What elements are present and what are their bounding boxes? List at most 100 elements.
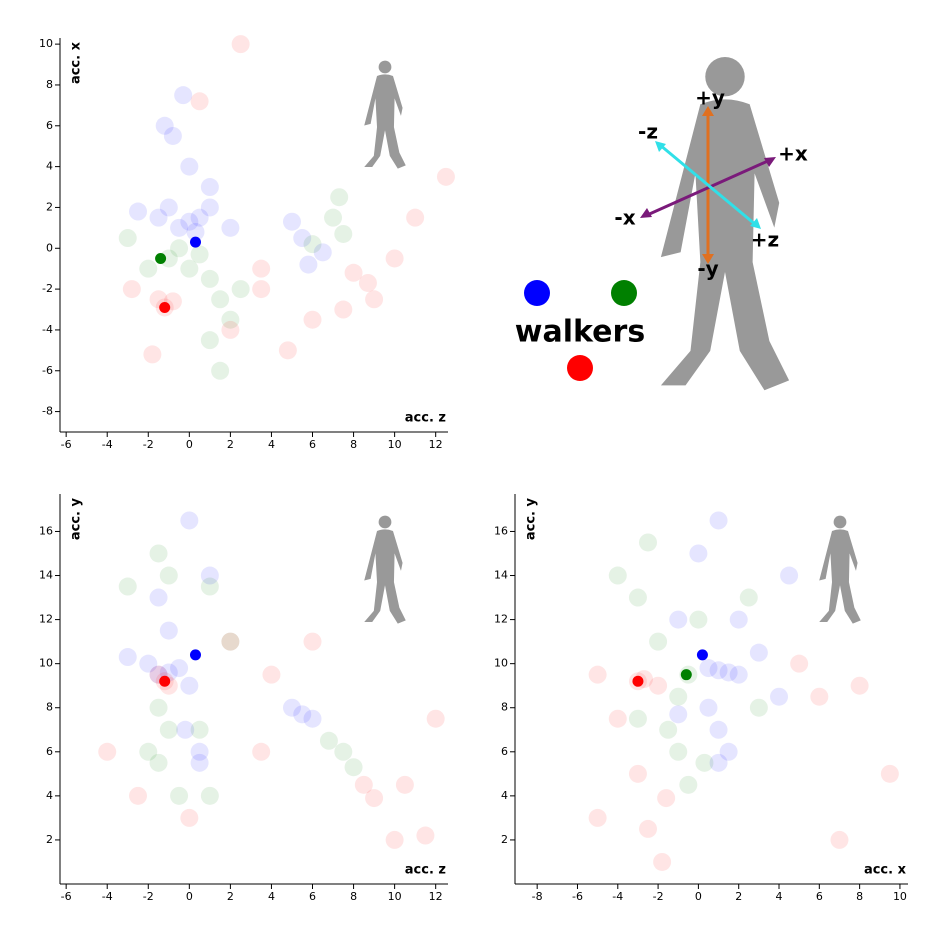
- x-tick-label: -4: [102, 890, 113, 903]
- diagram: +y -y +x -x -z +z walkers: [515, 56, 808, 391]
- point: [221, 310, 240, 329]
- point: [709, 753, 728, 772]
- y-axis-label: acc. y: [69, 497, 84, 540]
- point: [770, 687, 789, 706]
- point: [200, 786, 219, 805]
- x-axis-label: acc. x: [864, 863, 907, 878]
- point: [163, 126, 182, 145]
- point: [303, 235, 322, 254]
- point: [709, 661, 728, 680]
- point: [699, 659, 718, 678]
- y-tick-label: 2: [501, 833, 508, 846]
- point: [149, 588, 168, 607]
- point: [143, 345, 162, 364]
- x-tick-label: 0: [186, 438, 193, 451]
- y-tick-label: 8: [46, 78, 53, 91]
- point: [699, 698, 718, 717]
- y-tick-label: 6: [46, 119, 53, 132]
- point: [282, 698, 301, 717]
- point: [649, 676, 668, 695]
- point: [790, 654, 809, 673]
- axis-label: +y: [695, 86, 725, 110]
- point: [588, 665, 607, 684]
- x-tick-label: 4: [268, 890, 275, 903]
- point: [170, 239, 189, 258]
- point: [639, 819, 658, 838]
- point: [709, 511, 728, 530]
- point: [200, 178, 219, 197]
- thumbnail: [364, 515, 406, 624]
- point: [680, 669, 692, 681]
- point: [159, 198, 178, 217]
- y-tick-label: 14: [494, 569, 508, 582]
- point: [200, 198, 219, 217]
- x-tick-label: -4: [102, 438, 113, 451]
- point: [628, 588, 647, 607]
- chart: -6 -4 -2 0 2 4 6 8 10 12 2 4 6 8 10 12 14 16 acc. z acc. y: [39, 494, 448, 903]
- point: [416, 826, 435, 845]
- y-axis-label: acc. y: [524, 497, 539, 540]
- point: [159, 720, 178, 739]
- point: [159, 249, 178, 268]
- x-tick-label: -2: [143, 438, 154, 451]
- point: [303, 632, 322, 651]
- point: [436, 167, 455, 186]
- point: [221, 632, 240, 651]
- point: [155, 116, 174, 135]
- point: [180, 676, 199, 695]
- point: [649, 632, 668, 651]
- x-tick-label: 2: [227, 438, 234, 451]
- y-tick-label: 14: [39, 569, 53, 582]
- point: [395, 775, 414, 794]
- y-tick-label: 0: [46, 241, 53, 254]
- point: [262, 665, 281, 684]
- point: [334, 300, 353, 319]
- x-tick-label: 10: [388, 438, 402, 451]
- y-tick-label: 10: [494, 657, 508, 670]
- point: [749, 643, 768, 662]
- thumbnail: [819, 515, 861, 624]
- point: [385, 830, 404, 849]
- x-tick-label: 10: [893, 890, 907, 903]
- point: [149, 753, 168, 772]
- x-tick-label: 8: [856, 890, 863, 903]
- axis-label: -z: [638, 120, 658, 144]
- point: [278, 341, 297, 360]
- point: [719, 742, 738, 761]
- point: [780, 566, 799, 585]
- point: [190, 92, 209, 111]
- point: [679, 775, 698, 794]
- point: [830, 830, 849, 849]
- x-tick-label: 2: [227, 890, 234, 903]
- x-tick-label: -6: [61, 890, 72, 903]
- y-tick-label: 2: [46, 200, 53, 213]
- point: [729, 665, 748, 684]
- point: [139, 742, 158, 761]
- point: [170, 786, 189, 805]
- x-tick-label: 4: [776, 890, 783, 903]
- legend-dot: [567, 355, 593, 381]
- x-tick-label: 6: [309, 438, 316, 451]
- point: [180, 808, 199, 827]
- point: [200, 577, 219, 596]
- point: [334, 224, 353, 243]
- y-tick-label: -4: [42, 323, 53, 336]
- point: [303, 310, 322, 329]
- point: [426, 709, 445, 728]
- point: [354, 775, 373, 794]
- point: [293, 705, 312, 724]
- axis-label: +z: [751, 228, 779, 252]
- point: [190, 720, 209, 739]
- point: [176, 720, 195, 739]
- point: [139, 654, 158, 673]
- point: [180, 511, 199, 530]
- chart: -8 -6 -4 -2 0 2 4 6 8 10 2 4 6 8 10 12 14 16 acc. x acc. y: [494, 494, 908, 903]
- legend-title: walkers: [515, 315, 645, 350]
- point: [608, 566, 627, 585]
- point: [149, 544, 168, 563]
- point: [299, 255, 318, 274]
- y-tick-label: 8: [46, 701, 53, 714]
- point: [149, 208, 168, 227]
